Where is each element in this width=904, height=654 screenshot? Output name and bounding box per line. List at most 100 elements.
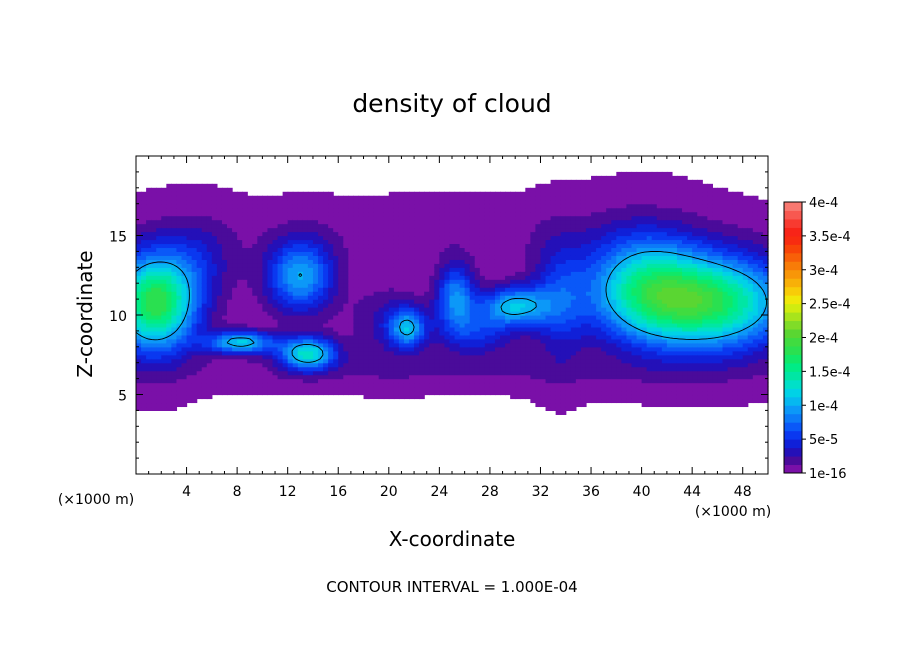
density-cell	[252, 211, 258, 217]
density-cell	[525, 275, 531, 280]
density-cell	[262, 315, 269, 320]
density-cell	[252, 378, 258, 384]
density-cell	[474, 227, 481, 233]
density-cell	[398, 275, 405, 280]
density-cell	[247, 203, 253, 209]
density-cell	[510, 370, 516, 376]
density-cell	[403, 354, 410, 360]
density-cell	[166, 390, 172, 396]
density-cell	[338, 279, 344, 284]
density-cell	[575, 199, 582, 205]
density-cell	[611, 346, 617, 352]
density-cell	[221, 259, 228, 264]
density-cell	[363, 382, 370, 388]
density-cell	[176, 183, 183, 189]
density-cell	[227, 207, 233, 213]
density-cell	[434, 243, 440, 249]
density-cell	[398, 374, 405, 380]
density-cell	[601, 374, 607, 380]
density-cell	[414, 322, 420, 328]
density-cell	[535, 326, 542, 332]
density-cell	[591, 199, 597, 205]
density-cell	[151, 283, 157, 288]
density-cell	[611, 354, 617, 360]
density-cell	[505, 322, 511, 328]
density-cell	[560, 315, 567, 320]
density-cell	[393, 326, 400, 332]
density-cell	[378, 195, 385, 201]
density-cell	[206, 350, 213, 356]
density-cell	[530, 283, 537, 288]
density-cell	[166, 187, 172, 193]
density-cell	[221, 358, 228, 364]
density-cell	[242, 330, 248, 336]
density-cell	[419, 255, 425, 260]
density-cell	[252, 354, 258, 360]
density-cell	[318, 382, 324, 388]
density-cell	[333, 255, 339, 260]
density-cell	[141, 271, 147, 276]
density-cell	[403, 334, 410, 340]
density-cell	[591, 322, 597, 328]
density-cell	[464, 350, 471, 356]
density-cell	[201, 231, 208, 237]
density-cell	[211, 334, 218, 340]
density-cell	[479, 307, 486, 312]
density-cell	[151, 243, 157, 249]
density-cell	[247, 378, 253, 384]
density-cell	[403, 338, 410, 344]
density-cell	[211, 287, 218, 292]
density-cell	[216, 235, 223, 241]
density-cell	[439, 338, 446, 344]
density-cell	[575, 346, 582, 352]
density-cell	[464, 267, 471, 272]
density-cell	[343, 330, 349, 336]
density-cell	[484, 390, 491, 396]
density-cell	[242, 239, 248, 245]
density-cell	[196, 287, 203, 292]
density-cell	[570, 330, 577, 336]
density-cell	[611, 307, 617, 312]
density-cell	[216, 382, 223, 388]
density-cell	[520, 386, 526, 392]
density-cell	[136, 303, 142, 308]
density-cell	[232, 223, 238, 229]
density-cell	[606, 354, 612, 360]
density-cell	[419, 199, 425, 205]
density-cell	[146, 406, 152, 411]
density-cell	[161, 263, 167, 268]
density-cell	[146, 370, 152, 376]
density-cell	[338, 358, 344, 364]
density-cell	[393, 342, 400, 348]
density-cell	[363, 299, 370, 304]
density-cell	[252, 390, 258, 396]
density-cell	[489, 390, 496, 396]
density-cell	[201, 342, 208, 348]
density-cell	[403, 215, 410, 221]
density-cell	[242, 295, 248, 300]
density-cell	[221, 322, 228, 328]
density-cell	[459, 390, 466, 396]
density-cell	[500, 259, 506, 264]
density-cell	[469, 390, 476, 396]
density-cell	[292, 378, 299, 384]
density-cell	[429, 259, 435, 264]
density-cell	[277, 334, 284, 340]
density-cell	[505, 243, 511, 249]
density-cell	[494, 227, 501, 233]
density-cell	[141, 251, 147, 256]
density-cell	[216, 307, 223, 312]
density-cell	[530, 366, 537, 372]
density-cell	[409, 390, 415, 396]
density-cell	[505, 374, 511, 380]
density-cell	[545, 283, 552, 288]
density-cell	[580, 326, 587, 332]
density-cell	[141, 322, 147, 328]
density-cell	[338, 219, 344, 225]
density-cell	[176, 223, 183, 229]
density-cell	[565, 330, 572, 336]
density-cell	[510, 350, 516, 356]
density-cell	[267, 362, 274, 368]
density-cell	[575, 307, 582, 312]
density-cell	[459, 311, 466, 316]
